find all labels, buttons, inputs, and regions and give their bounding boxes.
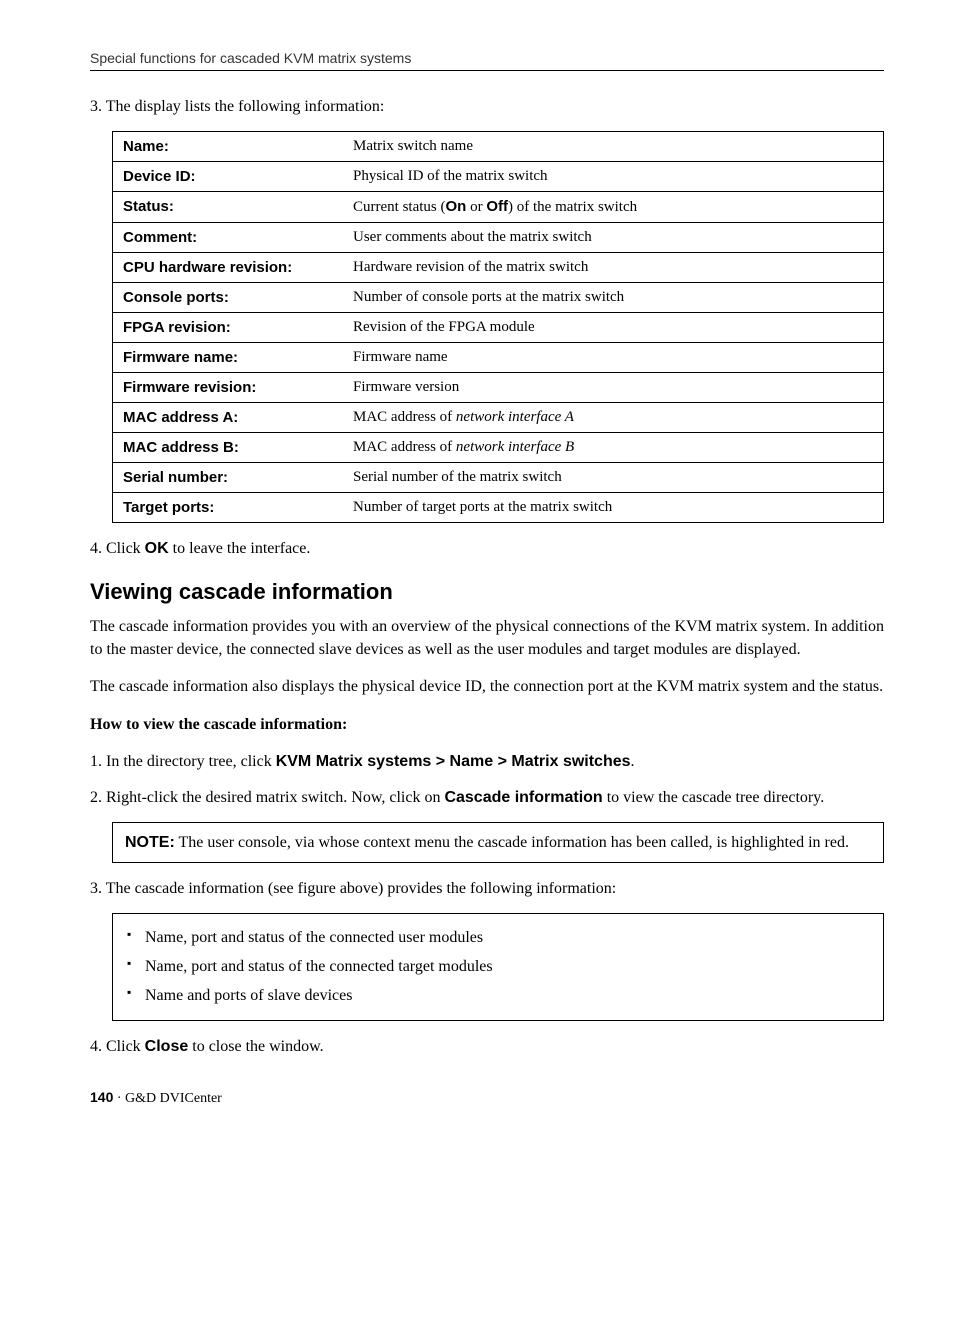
list4-bold: Close (145, 1038, 189, 1055)
table-label: MAC address B: (113, 433, 344, 463)
bold-inline: Off (486, 198, 508, 215)
info-table: Name:Matrix switch nameDevice ID:Physica… (112, 131, 884, 523)
footer-sep: · (113, 1091, 125, 1106)
table-label: FPGA revision: (113, 313, 344, 343)
bullet-list: Name, port and status of the connected u… (127, 924, 869, 1010)
table-row: Firmware name:Firmware name (113, 343, 884, 373)
table-row: Comment:User comments about the matrix s… (113, 223, 884, 253)
table-row: Console ports:Number of console ports at… (113, 283, 884, 313)
list-step-2: 2. Right-click the desired matrix switch… (90, 786, 884, 810)
table-label: Name: (113, 132, 344, 162)
table-value: Matrix switch name (343, 132, 884, 162)
table-value: Hardware revision of the matrix switch (343, 253, 884, 283)
list2-pre: 2. Right-click the desired matrix switch… (90, 789, 444, 806)
table-row: Serial number:Serial number of the matri… (113, 463, 884, 493)
table-value: MAC address of network interface B (343, 433, 884, 463)
table-value: Current status (On or Off) of the matrix… (343, 192, 884, 223)
table-value: MAC address of network interface A (343, 403, 884, 433)
list-step-1: 1. In the directory tree, click KVM Matr… (90, 750, 884, 774)
header-rule (90, 70, 884, 71)
table-row: CPU hardware revision:Hardware revision … (113, 253, 884, 283)
list-item: Name, port and status of the connected u… (127, 924, 869, 953)
note-label: NOTE: (125, 834, 175, 851)
table-value: Number of target ports at the matrix swi… (343, 493, 884, 523)
list1-post: . (631, 753, 635, 770)
page-header: Special functions for cascaded KVM matri… (90, 50, 884, 66)
list1-pre: 1. In the directory tree, click (90, 753, 276, 770)
list-item: Name, port and status of the connected t… (127, 953, 869, 982)
italic-inline: network interface B (456, 439, 574, 455)
para-2: The cascade information also displays th… (90, 675, 884, 698)
footer-page-number: 140 (90, 1089, 113, 1105)
step-4: 4. Click OK to leave the interface. (90, 537, 884, 561)
list-step-3: 3. The cascade information (see figure a… (90, 877, 884, 901)
para-1: The cascade information provides you wit… (90, 615, 884, 661)
ok-label: OK (145, 540, 169, 557)
list2-bold: Cascade information (444, 789, 602, 806)
table-value: Revision of the FPGA module (343, 313, 884, 343)
table-label: Firmware name: (113, 343, 344, 373)
table-row: Device ID:Physical ID of the matrix swit… (113, 162, 884, 192)
table-label: Comment: (113, 223, 344, 253)
table-label: Status: (113, 192, 344, 223)
table-label: Device ID: (113, 162, 344, 192)
table-label: Target ports: (113, 493, 344, 523)
table-value: Number of console ports at the matrix sw… (343, 283, 884, 313)
list2-post: to view the cascade tree directory. (603, 789, 825, 806)
step-4-pre: 4. Click (90, 540, 145, 557)
table-row: Target ports:Number of target ports at t… (113, 493, 884, 523)
table-label: Console ports: (113, 283, 344, 313)
list-step-4: 4. Click Close to close the window. (90, 1035, 884, 1059)
table-label: Firmware revision: (113, 373, 344, 403)
section-heading: Viewing cascade information (90, 579, 884, 605)
note-box: NOTE: The user console, via whose contex… (112, 822, 884, 863)
table-row: MAC address A:MAC address of network int… (113, 403, 884, 433)
footer-text: G&D DVICenter (125, 1091, 222, 1106)
table-row: FPGA revision:Revision of the FPGA modul… (113, 313, 884, 343)
table-row: MAC address B:MAC address of network int… (113, 433, 884, 463)
italic-inline: network interface A (456, 409, 574, 425)
note-text: The user console, via whose context menu… (175, 834, 849, 851)
table-label: MAC address A: (113, 403, 344, 433)
table-row: Name:Matrix switch name (113, 132, 884, 162)
table-value: Serial number of the matrix switch (343, 463, 884, 493)
step-4-post: to leave the interface. (169, 540, 311, 557)
table-label: Serial number: (113, 463, 344, 493)
table-value: Firmware version (343, 373, 884, 403)
table-row: Status:Current status (On or Off) of the… (113, 192, 884, 223)
table-value: Firmware name (343, 343, 884, 373)
list-item: Name and ports of slave devices (127, 982, 869, 1011)
list4-pre: 4. Click (90, 1038, 145, 1055)
table-value: User comments about the matrix switch (343, 223, 884, 253)
table-label: CPU hardware revision: (113, 253, 344, 283)
bullet-box: Name, port and status of the connected u… (112, 913, 884, 1021)
table-value: Physical ID of the matrix switch (343, 162, 884, 192)
howto-heading: How to view the cascade information: (90, 713, 884, 736)
page-footer: 140 · G&D DVICenter (90, 1089, 884, 1107)
bold-inline: On (445, 198, 466, 215)
list1-bold: KVM Matrix systems > Name > Matrix switc… (276, 753, 631, 770)
table-row: Firmware revision:Firmware version (113, 373, 884, 403)
list4-post: to close the window. (188, 1038, 323, 1055)
step-3: 3. The display lists the following infor… (90, 95, 884, 119)
